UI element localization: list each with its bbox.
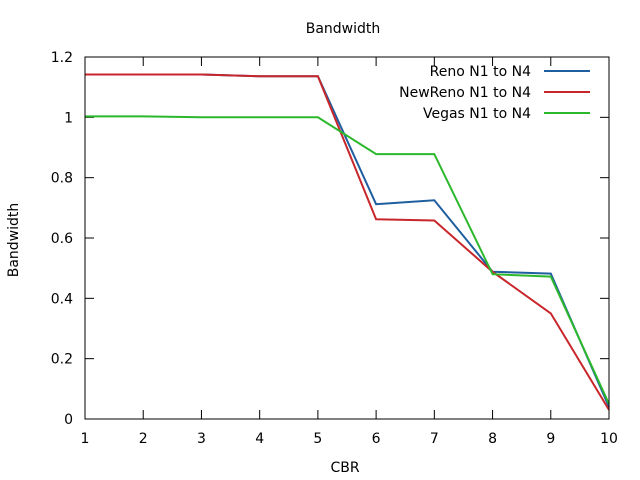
y-tick-label: 0.6 xyxy=(51,231,73,247)
x-tick-label: 5 xyxy=(313,431,322,447)
x-ticks: 1 2 3 4 5 6 7 8 9 10 xyxy=(81,57,618,447)
y-tick-label: 0.2 xyxy=(51,352,73,368)
series-lines xyxy=(85,73,610,411)
series-line-2 xyxy=(85,73,610,411)
plot-frame xyxy=(84,56,610,420)
x-tick-label: 8 xyxy=(488,431,497,447)
y-tick-label: 0 xyxy=(64,412,73,428)
x-tick-label: 9 xyxy=(546,431,555,447)
y-tick-label: 1 xyxy=(64,110,73,126)
x-tick-label: 4 xyxy=(255,431,264,447)
y-tick-label: 0.4 xyxy=(51,291,73,307)
x-axis-label: CBR xyxy=(330,460,359,476)
x-tick-label: 6 xyxy=(372,431,381,447)
x-tick-label: 7 xyxy=(430,431,439,447)
x-tick-label: 10 xyxy=(600,431,618,447)
series-line-3 xyxy=(85,115,610,405)
y-ticks: 0 0.2 0.4 0.6 0.8 1 1.2 xyxy=(51,50,609,428)
y-tick-label: 0.8 xyxy=(51,171,73,187)
x-tick-label: 2 xyxy=(139,431,148,447)
legend-label-1: Reno N1 to N4 xyxy=(430,64,531,80)
legend-label-3: Vegas N1 to N4 xyxy=(423,106,531,122)
x-tick-label: 3 xyxy=(197,431,206,447)
x-tick-label: 1 xyxy=(81,431,90,447)
chart-title: Bandwidth xyxy=(306,21,381,37)
y-axis-label: Bandwidth xyxy=(6,203,22,278)
y-tick-label: 1.2 xyxy=(51,50,73,66)
legend-label-2: NewReno N1 to N4 xyxy=(399,85,531,101)
legend: Reno N1 to N4 NewReno N1 to N4 Vegas N1 to… xyxy=(399,64,590,122)
